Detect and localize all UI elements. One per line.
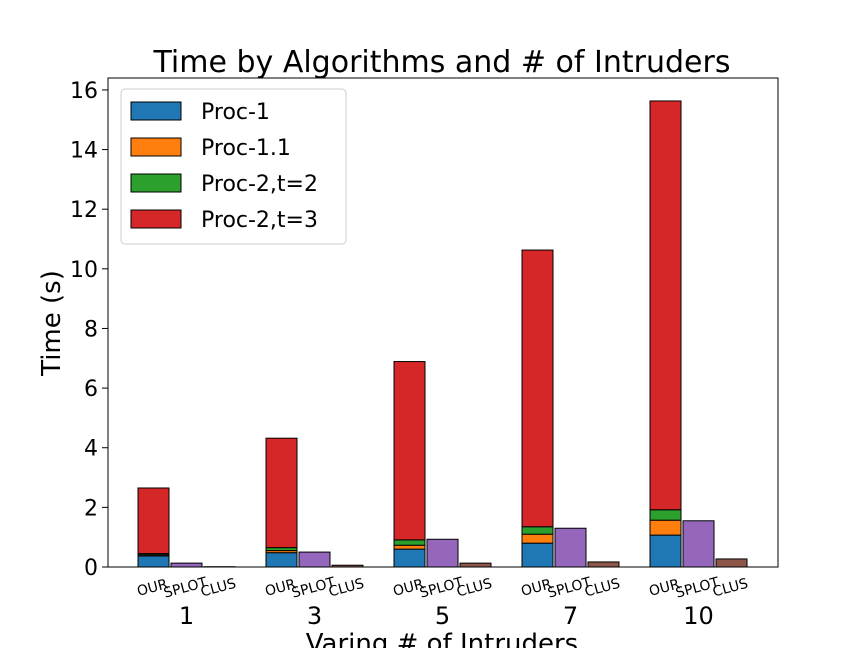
bar-our-proc-2-t-3-10 [649,100,682,511]
legend-swatch-proc-1-1 [130,137,182,157]
x-group-label-5: 5 [435,602,450,630]
y-tick-label-12: 12 [70,198,98,223]
bar-our-proc-1-10 [649,534,682,568]
bar-our-proc-2-t-2-7 [521,526,554,535]
legend-swatch-proc-2-t-3 [130,209,182,229]
plot-frame [107,77,779,568]
x-group-label-1: 1 [179,602,194,630]
bar-our-proc-1-5 [393,548,426,568]
bar-clus-5 [459,562,492,568]
bar-our-proc-2-t-2-10 [649,509,682,521]
bar-our-proc-1-1-7 [521,533,554,544]
bar-splot-7 [554,527,587,568]
y-tick-label-2: 2 [84,496,98,521]
y-tick-label-0: 0 [84,556,98,581]
y-axis-label: Time (s) [37,270,67,377]
bar-our-proc-2-t-2-5 [393,539,426,546]
bar-label-our-7: OUR [519,576,553,600]
x-group-label-10: 10 [683,602,714,630]
bar-our-proc-2-t-3-5 [393,361,426,541]
bar-splot-1 [170,562,203,568]
y-tick-label-16: 16 [70,79,98,104]
bar-our-proc-2-t-3-3 [265,437,298,549]
legend-label-proc-1: Proc-1 [201,100,270,125]
bar-our-proc-2-t-3-7 [521,249,554,528]
legend: Proc-1 Proc-1.1 Proc-2,t=2 Proc-2,t=3 [120,88,347,245]
y-tick-label-14: 14 [70,139,98,164]
y-tick-label-8: 8 [84,317,98,342]
x-group-label-7: 7 [563,602,578,630]
bar-our-proc-1-3 [265,552,298,568]
bar-splot-10 [682,520,715,568]
x-group-label-3: 3 [307,602,322,630]
bar-label-our-5: OUR [391,576,425,600]
bar-our-proc-1-1-10 [649,519,682,536]
y-tick-label-4: 4 [84,437,98,462]
bar-clus-7 [587,561,620,568]
legend-label-proc-2-t-2: Proc-2,t=2 [201,172,318,197]
bar-our-proc-1-7 [521,542,554,568]
bar-label-our-1: OUR [135,576,169,600]
bar-our-proc-1-1-5 [393,544,426,550]
axes-layer: OURSPLOTCLUS1OURSPLOTCLUS3OURSPLOTCLUS5O… [70,77,779,630]
bar-our-proc-1-1 [137,555,170,568]
legend-label-proc-2-t-3: Proc-2,t=3 [201,208,318,233]
bar-splot-3 [298,551,331,568]
legend-box [120,88,347,245]
bar-our-proc-2-t-3-1 [137,487,170,555]
chart-title: Time by Algorithms and # of Intruders [153,45,731,80]
x-axis-label: Varing # of Intruders [306,629,578,648]
y-tick-label-10: 10 [70,258,98,283]
bar-label-our-3: OUR [263,576,297,600]
y-tick-label-6: 6 [84,377,98,402]
legend-swatch-proc-2-t-2 [130,173,182,193]
legend-label-proc-1-1: Proc-1.1 [201,136,291,161]
bar-clus-10 [715,558,748,568]
bar-label-our-10: OUR [647,576,681,600]
legend-swatch-proc-1 [130,101,182,121]
bar-splot-5 [426,538,459,568]
bars-layer [137,100,748,568]
